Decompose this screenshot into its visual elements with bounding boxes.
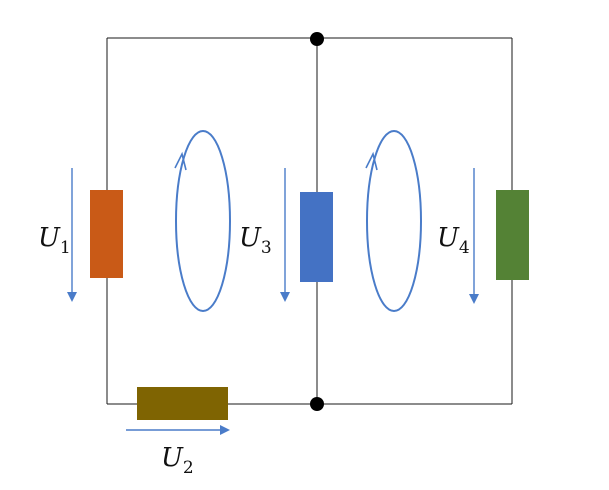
loop-arrow-icon — [365, 130, 422, 312]
resistor-4 — [496, 190, 529, 280]
label-u4: U4 — [437, 223, 470, 258]
label-u3-sub: 3 — [261, 238, 272, 258]
resistor-2 — [137, 387, 228, 420]
resistor-1 — [90, 190, 123, 278]
label-u2: U2 — [161, 443, 194, 478]
label-u2-sub: 2 — [183, 458, 194, 478]
junction-dot-icon — [310, 397, 324, 411]
resistor-3 — [300, 192, 333, 282]
label-u1-main: U — [38, 223, 61, 253]
label-u3: U3 — [239, 223, 272, 258]
label-u1-sub: 1 — [60, 238, 71, 258]
label-u4-sub: 4 — [459, 238, 470, 258]
label-u4-main: U — [437, 223, 460, 253]
junction-dot-icon — [310, 32, 324, 46]
label-u3-main: U — [239, 223, 262, 253]
loop-arrow-icon — [174, 130, 231, 312]
label-u2-main: U — [161, 443, 184, 473]
label-u1: U1 — [38, 223, 71, 258]
